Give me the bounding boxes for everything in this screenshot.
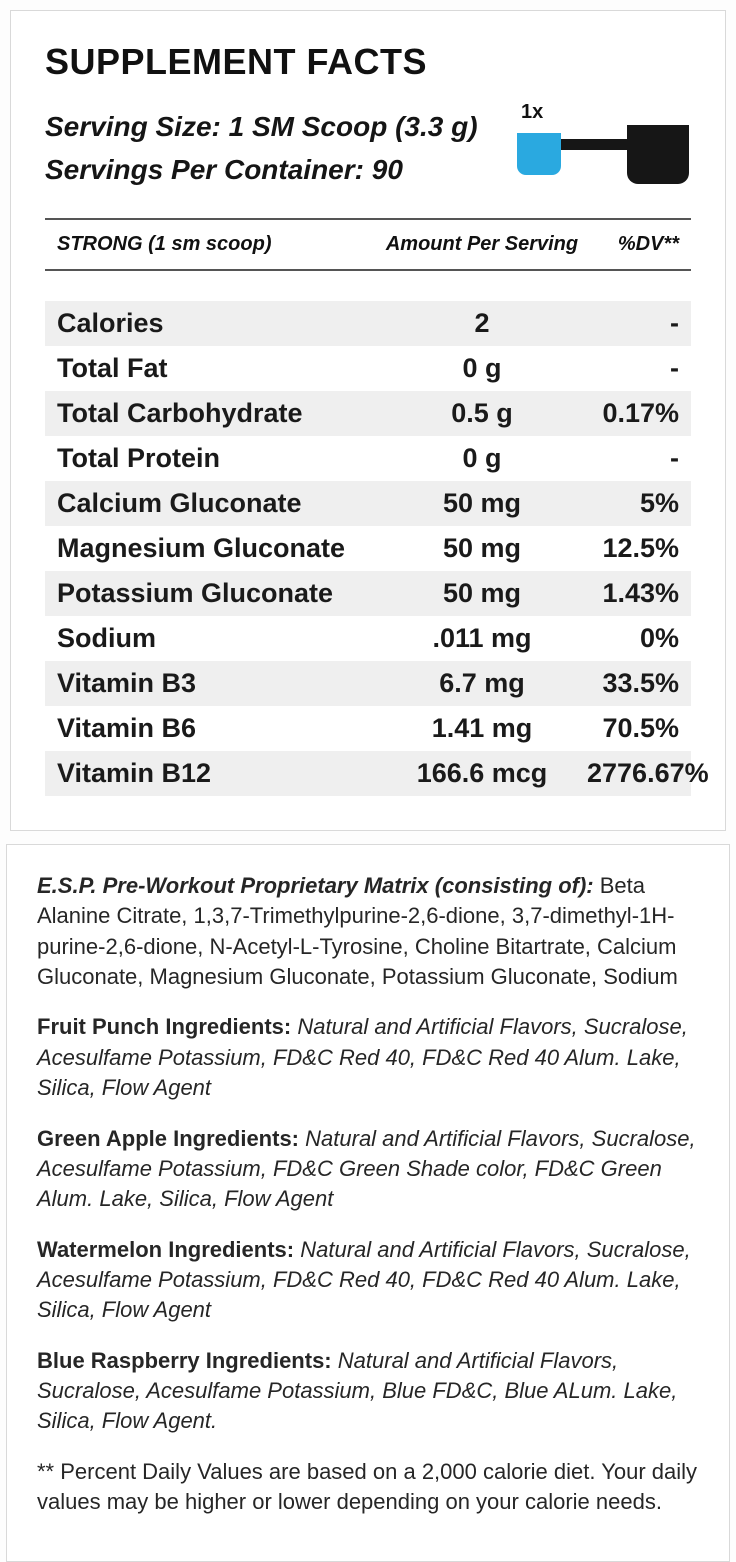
table-row: Total Fat 0 g - <box>45 346 691 391</box>
green-apple-label: Green Apple Ingredients: <box>37 1125 300 1151</box>
nutrient-name: Total Protein <box>57 443 221 473</box>
nutrient-dv: - <box>670 443 679 473</box>
nutrient-dv: 12.5% <box>602 533 679 563</box>
nutrient-amount: 0 g <box>462 353 502 383</box>
header-top-divider <box>45 218 691 220</box>
column-header-amount: Amount Per Serving <box>385 233 579 255</box>
nutrient-table: Calories 2 - Total Fat 0 g - Total Carbo… <box>45 301 709 796</box>
matrix-text: Beta Alanine Citrate, 1,3,7-Trimethylpur… <box>37 873 678 990</box>
nutrient-dv: - <box>670 353 679 383</box>
nutrient-amount: 166.6 mcg <box>416 758 548 788</box>
nutrient-dv: 5% <box>639 488 679 518</box>
nutrient-amount: 50 mg <box>442 488 522 518</box>
nutrient-name: Vitamin B3 <box>57 668 197 698</box>
servings-label: Servings Per Container: <box>45 154 364 186</box>
fruit-punch-text: Natural and Artificial Flavors, Sucralos… <box>37 1014 688 1101</box>
nutrient-name: Vitamin B6 <box>57 713 197 743</box>
table-row: Vitamin B6 1.41 mg 70.5% <box>45 706 691 751</box>
nutrient-amount: 50 mg <box>442 578 522 608</box>
supplement-facts-panel: SUPPLEMENT FACTS Serving Size: 1 SM Scoo… <box>10 10 726 831</box>
column-header-dv: %DV** <box>617 233 679 255</box>
nutrient-dv: 1.43% <box>602 578 679 608</box>
nutrient-amount: 2 <box>474 308 490 338</box>
nutrient-dv: 2776.67% <box>587 758 709 788</box>
nutrient-amount: 50 mg <box>442 533 522 563</box>
scoop-icon: 1x <box>515 101 691 192</box>
table-row: Vitamin B3 6.7 mg 33.5% <box>45 661 691 706</box>
nutrient-amount: 6.7 mg <box>439 668 525 698</box>
nutrient-amount: 0 g <box>462 443 502 473</box>
watermelon-text: Natural and Artificial Flavors, Sucralos… <box>37 1236 691 1323</box>
watermelon-paragraph: Watermelon Ingredients: Natural and Arti… <box>37 1235 699 1326</box>
table-row: Calcium Gluconate 50 mg 5% <box>45 481 691 526</box>
table-row: Magnesium Gluconate 50 mg 12.5% <box>45 526 691 571</box>
proprietary-matrix-paragraph: E.S.P. Pre-Workout Proprietary Matrix (c… <box>37 871 699 992</box>
table-header-row: STRONG (1 sm scoop) Amount Per Serving %… <box>45 220 691 269</box>
blue-raspberry-paragraph: Blue Raspberry Ingredients: Natural and … <box>37 1346 699 1437</box>
serving-size-line: Serving Size: 1 SM Scoop (3.3 g) <box>45 105 478 148</box>
nutrient-dv: - <box>670 308 679 338</box>
scoop-graphic <box>517 125 689 184</box>
nutrient-amount: 1.41 mg <box>431 713 533 743</box>
nutrient-dv: 33.5% <box>602 668 679 698</box>
page-title: SUPPLEMENT FACTS <box>45 41 428 82</box>
nutrient-name: Total Carbohydrate <box>57 398 303 428</box>
blue-raspberry-text: Natural and Artificial Flavors, Sucralos… <box>37 1347 678 1434</box>
table-row: Total Protein 0 g - <box>45 436 691 481</box>
serving-size-label: Serving Size: <box>45 111 221 142</box>
nutrient-dv: 0% <box>639 623 679 653</box>
nutrient-dv: 0.17% <box>602 398 679 428</box>
servings-per-container-line: Servings Per Container: 90 <box>45 148 478 191</box>
column-header-nutrient: STRONG (1 sm scoop) <box>57 233 272 255</box>
fruit-punch-label: Fruit Punch Ingredients: <box>37 1014 292 1040</box>
serving-info: Serving Size: 1 SM Scoop (3.3 g) Serving… <box>45 105 478 192</box>
nutrient-name: Magnesium Gluconate <box>57 533 346 563</box>
matrix-label: E.S.P. Pre-Workout Proprietary Matrix (c… <box>37 873 594 898</box>
nutrient-name: Sodium <box>57 623 156 653</box>
nutrient-amount: .011 mg <box>432 623 532 653</box>
servings-value: 90 <box>371 154 403 186</box>
nutrient-dv: 70.5% <box>602 713 679 743</box>
watermelon-label: Watermelon Ingredients: <box>37 1236 295 1262</box>
serving-size-value: 1 SM Scoop (3.3 g) <box>228 111 478 142</box>
green-apple-paragraph: Green Apple Ingredients: Natural and Art… <box>37 1124 699 1215</box>
blue-raspberry-label: Blue Raspberry Ingredients: <box>37 1347 332 1373</box>
table-row: Total Carbohydrate 0.5 g 0.17% <box>45 391 691 436</box>
supplement-label-page: { "colors": { "scoop_blue": "#2aa9e0", "… <box>6 10 730 1562</box>
nutrient-name: Calories <box>57 308 164 338</box>
nutrient-name: Potassium Gluconate <box>57 578 334 608</box>
green-apple-text: Natural and Artificial Flavors, Sucralos… <box>37 1125 696 1212</box>
nutrient-name: Vitamin B12 <box>57 758 212 788</box>
nutrient-name: Calcium Gluconate <box>57 488 302 518</box>
header-bottom-divider <box>45 269 691 271</box>
ingredients-panel: E.S.P. Pre-Workout Proprietary Matrix (c… <box>6 844 730 1562</box>
table-row: Calories 2 - <box>45 301 691 346</box>
scoop-count-label: 1x <box>521 101 544 123</box>
daily-values-footnote: ** Percent Daily Values are based on a 2… <box>37 1458 698 1515</box>
nutrient-name: Total Fat <box>57 353 168 383</box>
table-row: Potassium Gluconate 50 mg 1.43% <box>45 571 691 616</box>
table-row: Sodium .011 mg 0% <box>45 616 691 661</box>
nutrient-amount: 0.5 g <box>451 398 513 428</box>
table-row: Vitamin B12 166.6 mcg 2776.67% <box>45 751 709 796</box>
fruit-punch-paragraph: Fruit Punch Ingredients: Natural and Art… <box>37 1012 699 1103</box>
serving-info-row: Serving Size: 1 SM Scoop (3.3 g) Serving… <box>45 101 691 192</box>
